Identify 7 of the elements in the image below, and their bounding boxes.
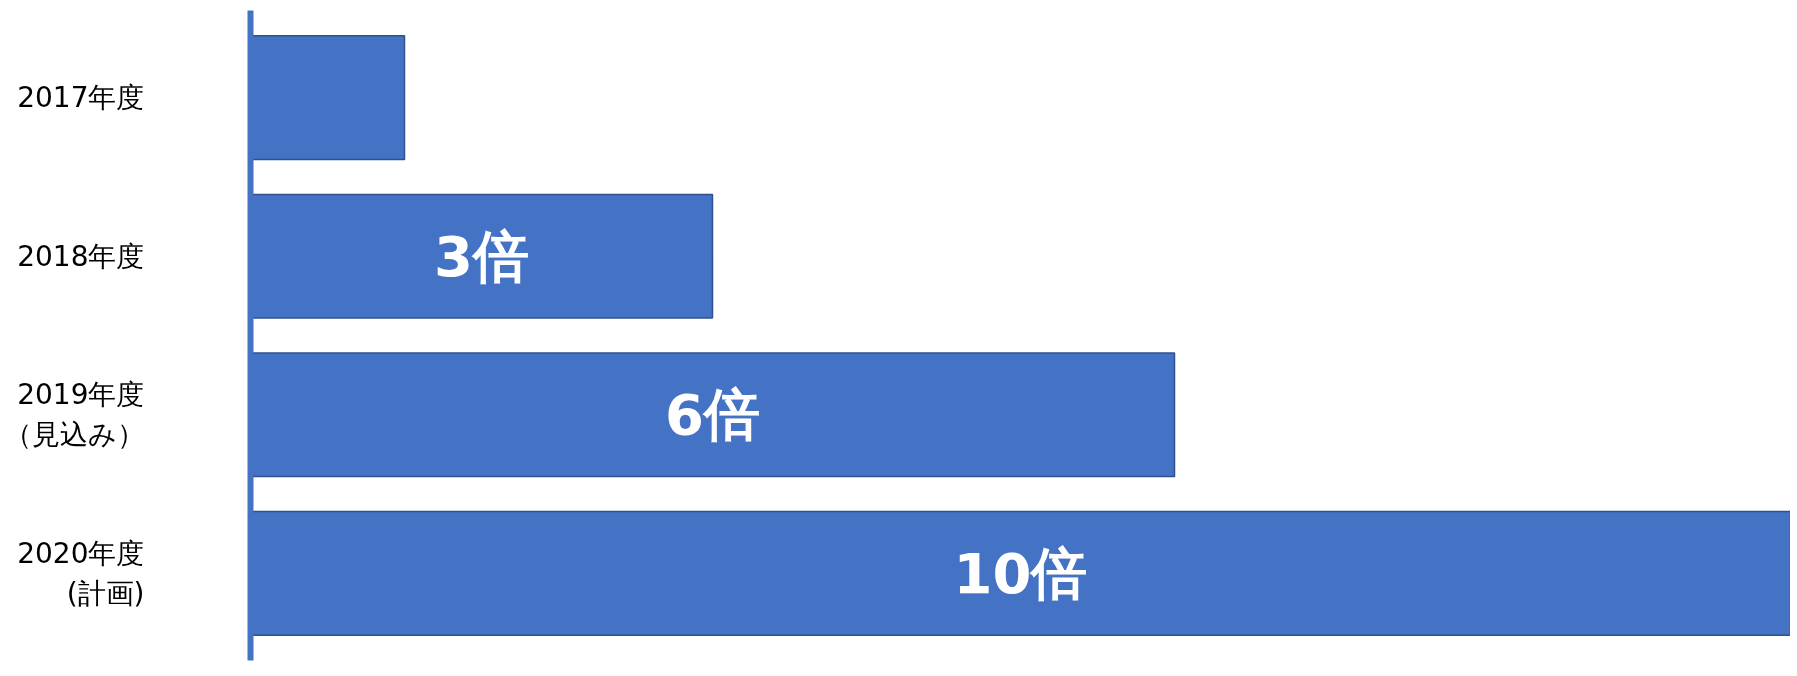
y-tick-label: 2019年度（見込み） bbox=[3, 378, 145, 452]
y-tick-label: 2017年度 bbox=[17, 81, 145, 115]
data-label: 6倍 bbox=[665, 382, 760, 448]
y-tick-label: 2018年度 bbox=[17, 239, 145, 273]
data-label: 10倍 bbox=[953, 540, 1088, 606]
y-tick-label: 2020年度(計画) bbox=[17, 537, 145, 610]
data-label: 3倍 bbox=[434, 223, 529, 289]
